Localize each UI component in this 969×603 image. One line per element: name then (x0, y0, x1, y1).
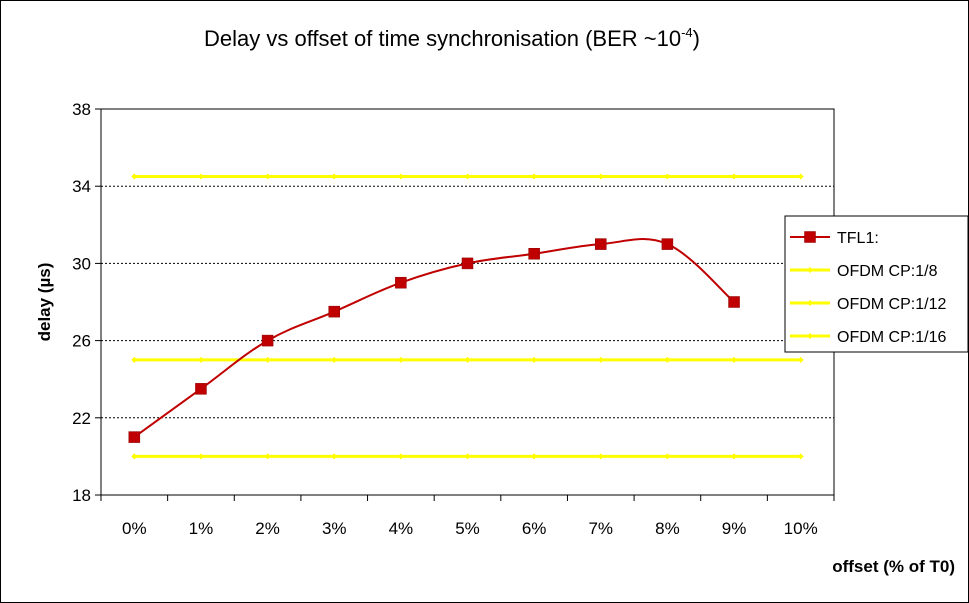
data-point (731, 356, 738, 363)
y-tick-label: 30 (72, 254, 91, 273)
data-point (728, 296, 740, 308)
data-point (195, 383, 207, 395)
data-point (128, 431, 141, 443)
data-point (797, 356, 804, 363)
data-point (731, 453, 738, 460)
x-tick-label: 2% (255, 519, 280, 538)
legend-label: OFDM CP:1/12 (837, 296, 946, 313)
y-tick-label: 38 (72, 100, 91, 119)
legend-item: OFDM CP:1/16 (790, 329, 946, 346)
y-tick-label: 34 (72, 177, 91, 196)
plot-area (100, 108, 835, 496)
data-point (664, 173, 671, 180)
data-point (197, 356, 204, 363)
legend-label: TFL1: (837, 230, 879, 247)
legend-item: OFDM CP:1/12 (790, 296, 946, 313)
data-point (331, 453, 338, 460)
series-2 (131, 356, 804, 363)
data-point (261, 334, 274, 347)
legend-item: TFL1: (790, 230, 879, 247)
x-tick-label: 7% (588, 519, 613, 538)
x-tick-label: 1% (189, 519, 214, 538)
x-tick-label: 4% (389, 519, 414, 538)
data-point (464, 356, 471, 363)
data-point (131, 356, 138, 363)
data-point (461, 257, 474, 270)
data-point (464, 173, 471, 180)
series-line (133, 238, 735, 438)
series (128, 173, 804, 460)
data-point (397, 356, 404, 363)
x-tick-label: 9% (722, 519, 747, 538)
x-tick-label: 10% (784, 519, 818, 538)
legend-label: OFDM CP:1/8 (837, 263, 938, 280)
data-point (531, 173, 538, 180)
data-point (797, 173, 804, 180)
data-point (264, 173, 271, 180)
data-point (531, 356, 538, 363)
x-tick-label: 5% (455, 519, 480, 538)
legend-label: OFDM CP:1/16 (837, 329, 946, 346)
y-tick-label: 22 (72, 409, 91, 428)
data-point (597, 356, 604, 363)
y-tick-label: 26 (72, 332, 91, 351)
x-axis-label: offset (% of T0) (832, 557, 955, 576)
series-3 (131, 453, 804, 460)
data-point (807, 267, 813, 273)
data-point (464, 453, 471, 460)
data-point (731, 173, 738, 180)
x-tick-label: 6% (522, 519, 547, 538)
x-tick-label: 8% (655, 519, 680, 538)
data-point (397, 173, 404, 180)
y-axis-label: delay (µs) (35, 263, 54, 342)
data-point (664, 356, 671, 363)
data-point (807, 300, 813, 306)
data-point (264, 356, 271, 363)
data-point (264, 453, 271, 460)
data-point (331, 173, 338, 180)
data-point (397, 453, 404, 460)
data-point (597, 173, 604, 180)
y-tick-label: 18 (72, 486, 91, 505)
series-1 (131, 173, 804, 180)
series-0 (128, 238, 740, 443)
data-point (131, 173, 138, 180)
data-point (807, 333, 813, 339)
data-point (328, 305, 340, 318)
data-point (131, 453, 138, 460)
chart-title: Delay vs offset of time synchronisation … (204, 25, 700, 51)
data-point (664, 453, 671, 460)
data-point (395, 276, 407, 289)
data-point (528, 248, 540, 260)
x-tick-label: 0% (122, 519, 147, 538)
legend-item: OFDM CP:1/8 (790, 263, 938, 280)
legend: TFL1: OFDM CP:1/8 OFDM CP:1/12 OFDM CP:1/16 (784, 215, 969, 353)
data-point (197, 173, 204, 180)
data-point (595, 238, 607, 250)
x-tick-label: 3% (322, 519, 347, 538)
data-point (661, 238, 674, 250)
data-point (331, 356, 338, 363)
data-point (804, 231, 816, 243)
data-point (797, 453, 804, 460)
axes: 18 22 26 30 34 38 0% 1% 2% 3% 4% 5% 6% 7% 8% 9% 10% (72, 100, 835, 538)
data-point (197, 453, 204, 460)
data-point (597, 453, 604, 460)
data-point (531, 453, 538, 460)
